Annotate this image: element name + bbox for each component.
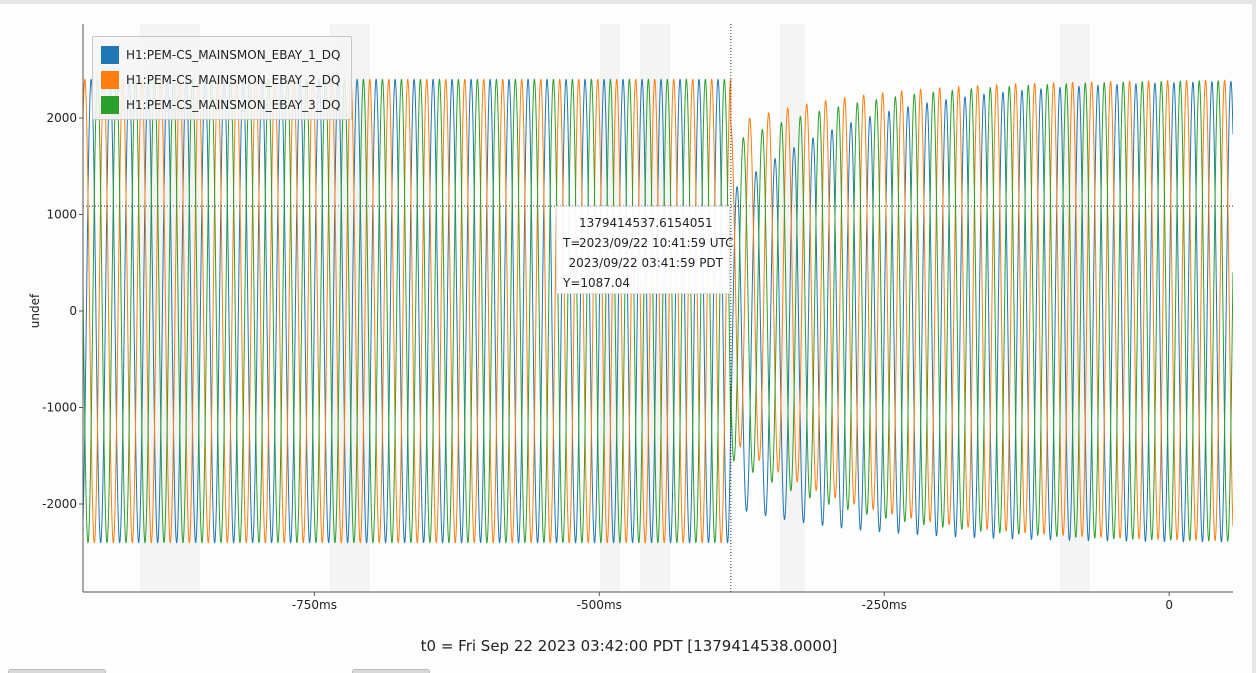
- y-tick-label: -1000: [42, 401, 77, 415]
- legend-label-ebay-2: H1:PEM-CS_MAINSMON_EBAY_2_DQ: [126, 72, 341, 87]
- y-axis-label: undef: [28, 293, 42, 328]
- legend[interactable]: H1:PEM-CS_MAINSMON_EBAY_1_DQ H1:PEM-CS_M…: [92, 36, 352, 120]
- tooltip-gps: 1379414537.6154051: [579, 216, 713, 230]
- cursor-tooltip: 1379414537.6154051 T= 2023/09/22 10:41:5…: [556, 206, 733, 294]
- tooltip-pdt: 2023/09/22 03:41:59 PDT: [568, 256, 724, 270]
- bottom-tab-2[interactable]: [352, 669, 430, 673]
- x-tick-label: -500ms: [577, 598, 622, 612]
- legend-item-ebay-1[interactable]: H1:PEM-CS_MAINSMON_EBAY_1_DQ: [101, 42, 351, 67]
- y-tick-label: 1000: [46, 208, 77, 222]
- tooltip-y-key: Y=: [563, 276, 581, 290]
- t0-label: t0 = Fri Sep 22 2023 03:42:00 PDT [13794…: [421, 637, 838, 655]
- legend-label-ebay-1: H1:PEM-CS_MAINSMON_EBAY_1_DQ: [126, 47, 341, 62]
- legend-swatch-ebay-2: [101, 70, 119, 89]
- x-tick-label: 0: [1165, 598, 1173, 612]
- legend-item-ebay-3[interactable]: H1:PEM-CS_MAINSMON_EBAY_3_DQ: [101, 92, 351, 117]
- background-band: [600, 24, 620, 592]
- tooltip-t-key: T=: [563, 236, 581, 250]
- legend-label-ebay-3: H1:PEM-CS_MAINSMON_EBAY_3_DQ: [126, 97, 341, 112]
- y-tick-label: 0: [69, 304, 77, 318]
- x-tick-label: -250ms: [862, 598, 907, 612]
- tooltip-y-row: Y= 1087.04: [563, 273, 723, 293]
- legend-item-ebay-2[interactable]: H1:PEM-CS_MAINSMON_EBAY_2_DQ: [101, 67, 351, 92]
- legend-swatch-ebay-1: [101, 45, 119, 64]
- bottom-tab-1[interactable]: [8, 669, 106, 673]
- window-right-border: [1252, 0, 1256, 673]
- tooltip-utc: 2023/09/22 10:41:59 UTC: [579, 236, 734, 250]
- x-tick-label: -750ms: [292, 598, 337, 612]
- window-top-border: [0, 0, 1256, 4]
- tooltip-pdt-row: 2023/09/22 03:41:59 PDT: [563, 253, 724, 273]
- legend-swatch-ebay-3: [101, 95, 119, 114]
- y-tick-label: 2000: [46, 111, 77, 125]
- tooltip-y-value: 1087.04: [580, 276, 631, 290]
- tooltip-utc-row: T= 2023/09/22 10:41:59 UTC: [563, 233, 733, 253]
- series-line-3: [83, 78, 1233, 544]
- axes-layer: 2000 1000 0 -1000 -2000 -750ms -500ms -250ms 0: [42, 24, 1233, 612]
- background-band: [640, 24, 670, 592]
- y-tick-label: -2000: [42, 497, 77, 511]
- tooltip-gps-row: 1379414537.6154051: [563, 213, 723, 233]
